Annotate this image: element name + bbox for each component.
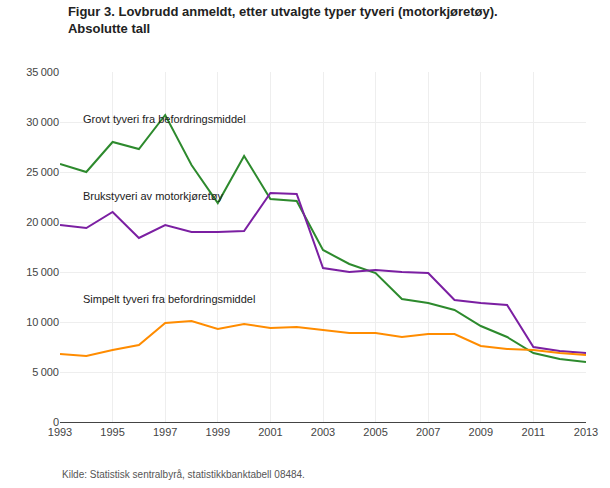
svg-text:30 000: 30 000 (26, 116, 59, 128)
svg-text:5 000: 5 000 (32, 366, 59, 378)
svg-text:2003: 2003 (311, 426, 335, 438)
svg-text:1995: 1995 (100, 426, 124, 438)
svg-text:35 000: 35 000 (26, 66, 59, 78)
svg-text:0: 0 (53, 416, 59, 428)
svg-text:2009: 2009 (469, 426, 493, 438)
svg-text:15 000: 15 000 (26, 266, 59, 278)
svg-text:10 000: 10 000 (26, 316, 59, 328)
svg-text:Brukstyveri av motorkjøretøy: Brukstyveri av motorkjøretøy (83, 190, 223, 202)
svg-text:2013: 2013 (574, 426, 598, 438)
svg-text:Kilde: Statistisk sentralbyrå,: Kilde: Statistisk sentralbyrå, statistik… (62, 469, 305, 480)
svg-text:Figur 3. Lovbrudd anmeldt, ett: Figur 3. Lovbrudd anmeldt, etter utvalgt… (68, 4, 498, 36)
svg-text:2011: 2011 (522, 426, 546, 438)
svg-text:Simpelt tyveri fra befordrings: Simpelt tyveri fra befordringsmiddel (83, 293, 255, 305)
svg-text:1999: 1999 (206, 426, 230, 438)
svg-text:1997: 1997 (153, 426, 177, 438)
svg-text:20 000: 20 000 (26, 216, 59, 228)
svg-text:1993: 1993 (48, 426, 72, 438)
svg-text:2007: 2007 (416, 426, 440, 438)
svg-text:2001: 2001 (258, 426, 282, 438)
svg-text:25 000: 25 000 (26, 166, 59, 178)
svg-text:2005: 2005 (363, 426, 387, 438)
svg-text:Grovt tyveri fra befordringsmi: Grovt tyveri fra befordringsmiddel (83, 113, 246, 125)
